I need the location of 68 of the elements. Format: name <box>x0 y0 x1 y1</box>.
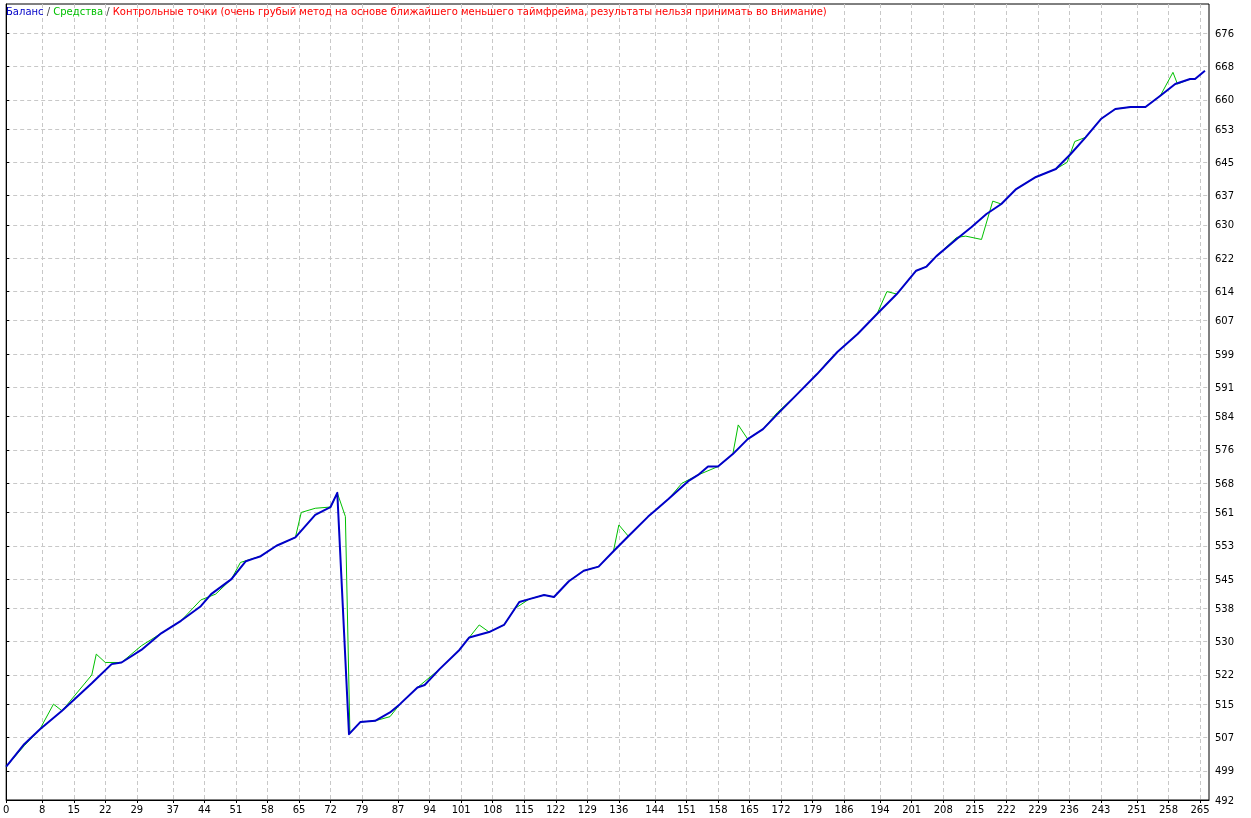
text: Средства <box>53 5 104 17</box>
y-tick-label: 553 <box>1215 540 1235 552</box>
x-tick-label: 194 <box>870 803 890 815</box>
y-tick-label: 614 <box>1215 286 1235 298</box>
x-tick-label: 136 <box>609 803 629 815</box>
x-tick-label: 87 <box>391 803 405 815</box>
y-tick-label: 515 <box>1215 698 1235 710</box>
y-tick-label: 622 <box>1215 252 1235 264</box>
y-tick-label: 607 <box>1215 315 1235 327</box>
x-tick-label: 65 <box>292 803 306 815</box>
annotation: Контрольные точки (очень грубый метод на основе ближайшего меньшего таймфрейма, результаты нельзя принимать во внимание) <box>112 5 827 17</box>
x-tick-label: 115 <box>514 803 534 815</box>
x-tick-label: 186 <box>834 803 854 815</box>
x-tick-label: 79 <box>355 803 369 815</box>
y-tick-label: 637 <box>1215 190 1235 202</box>
y-tick-label: 668 <box>1215 61 1235 73</box>
annotation: / <box>103 5 113 17</box>
y-tick-label: 653 <box>1215 123 1235 135</box>
x-tick-label: 44 <box>198 803 211 815</box>
y-tick-label: 630 <box>1215 219 1235 231</box>
x-tick-label: 51 <box>229 803 243 815</box>
y-tick-label: 530 <box>1215 636 1235 648</box>
y-tick-label: 545 <box>1215 573 1235 585</box>
x-tick-label: 179 <box>803 803 823 815</box>
x-tick-label: 243 <box>1091 803 1111 815</box>
y-tick-label: 522 <box>1215 669 1235 681</box>
x-tick-label: 222 <box>996 803 1016 815</box>
x-tick-label: 229 <box>1028 803 1048 815</box>
annotation: / <box>43 5 54 17</box>
y-tick-label: 492 <box>1215 794 1235 806</box>
y-tick-label: 561 <box>1215 506 1235 518</box>
x-tick-label: 58 <box>261 803 274 815</box>
x-tick-label: 72 <box>324 803 337 815</box>
x-tick-label: 201 <box>902 803 922 815</box>
x-tick-label: 94 <box>423 803 437 815</box>
x-tick-label: 22 <box>98 803 112 815</box>
x-tick-label: 101 <box>451 803 471 815</box>
x-tick-label: 215 <box>965 803 985 815</box>
x-tick-label: 208 <box>933 803 953 815</box>
y-tick-label: 576 <box>1215 444 1235 456</box>
x-tick-label: 158 <box>708 803 728 815</box>
y-tick-label: 599 <box>1215 348 1235 360</box>
x-tick-label: 151 <box>676 803 696 815</box>
y-tick-label: 584 <box>1215 411 1235 423</box>
y-tick-label: 507 <box>1215 731 1235 743</box>
x-tick-label: 251 <box>1127 803 1147 815</box>
x-tick-label: 172 <box>771 803 791 815</box>
x-tick-label: 265 <box>1190 803 1210 815</box>
x-tick-label: 29 <box>130 803 144 815</box>
y-tick-label: 591 <box>1215 381 1235 393</box>
x-tick-label: 165 <box>739 803 760 815</box>
x-tick-label: 0 <box>2 803 10 815</box>
x-tick-label: 8 <box>39 803 46 815</box>
x-tick-label: 258 <box>1158 803 1178 815</box>
x-tick-label: 236 <box>1059 803 1079 815</box>
x-tick-label: 144 <box>645 803 665 815</box>
y-tick-label: 568 <box>1215 477 1235 489</box>
x-tick-label: 129 <box>577 803 597 815</box>
y-tick-label: 499 <box>1215 765 1235 777</box>
y-tick-label: 538 <box>1215 602 1235 614</box>
y-tick-label: 676 <box>1215 27 1235 39</box>
x-tick-label: 122 <box>546 803 566 815</box>
y-tick-label: 660 <box>1215 94 1235 106</box>
text: Баланс <box>6 5 44 17</box>
y-tick-label: 645 <box>1215 156 1235 168</box>
x-tick-label: 108 <box>483 803 503 815</box>
x-tick-label: 37 <box>166 803 180 815</box>
x-tick-label: 15 <box>67 803 81 815</box>
